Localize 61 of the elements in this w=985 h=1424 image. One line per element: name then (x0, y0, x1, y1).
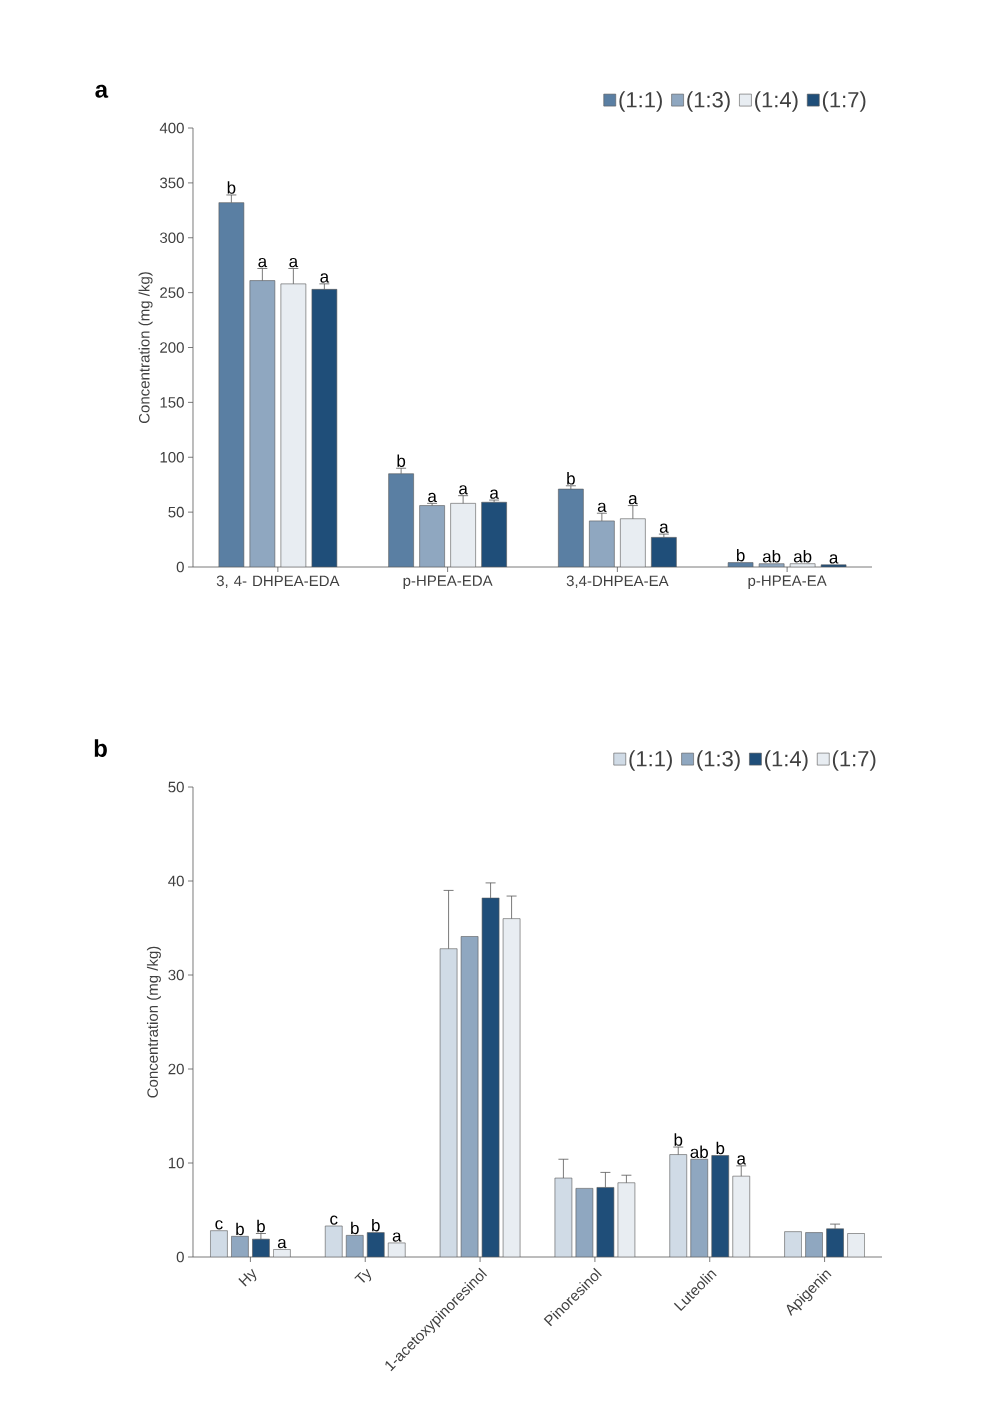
y-tick-label: 20 (168, 1063, 184, 1075)
data-label: c (215, 1220, 223, 1230)
data-label: b (351, 1221, 359, 1235)
legend-label: (1:4) (755, 91, 798, 112)
data-label: a (737, 1155, 746, 1165)
data-label: a (459, 485, 468, 495)
legend-label: (1:7) (822, 91, 866, 112)
data-label: a (628, 495, 638, 505)
x-tick-label: Hy (238, 1268, 257, 1287)
y-tick-label: 50 (168, 506, 184, 518)
data-label: a (320, 273, 330, 283)
data-label: a (829, 554, 839, 564)
chart-title: a (95, 84, 109, 98)
data-label: b (227, 181, 236, 194)
y-tick-label: 250 (160, 287, 184, 298)
y-tick-label: 0 (176, 1251, 184, 1263)
data-label: b (716, 1141, 725, 1155)
y-tick-label: 100 (160, 451, 184, 463)
legend-label: (1:1) (629, 750, 672, 771)
y-tick-label: 150 (160, 397, 184, 408)
y-tick-label: 350 (160, 177, 184, 189)
data-label: b (372, 1218, 380, 1232)
y-tick-label: 400 (159, 122, 184, 134)
data-label: b (257, 1219, 265, 1233)
data-label: a (659, 523, 669, 533)
legend-label: (1:3) (687, 91, 730, 112)
y-tick-label: 40 (168, 875, 184, 887)
x-tick-label: 3,4-DHPEA-EA (566, 575, 669, 588)
data-label: ab (793, 550, 812, 563)
y-tick-label: 30 (168, 969, 184, 981)
y-tick-label: 200 (160, 342, 184, 353)
data-label: b (236, 1222, 244, 1236)
x-tick-label: 3, 4- DHPEA-EDA (216, 575, 340, 588)
legend-label: (1:4) (765, 750, 808, 771)
y-tick-label: 0 (176, 561, 184, 573)
chart-title: b (94, 739, 107, 757)
y-axis-title: Concentration (mg /kg) (146, 946, 161, 1098)
legend-label: (1:3) (697, 750, 740, 771)
data-label: a (597, 502, 607, 513)
data-label: a (428, 492, 437, 503)
data-label: b (567, 472, 575, 485)
data-label: c (330, 1215, 338, 1225)
legend-label: (1:7) (832, 750, 876, 771)
data-label: a (289, 257, 299, 268)
x-tick-label: Ty (354, 1268, 372, 1283)
data-label: a (490, 489, 499, 499)
y-tick-label: 10 (168, 1157, 184, 1169)
x-tick-label: p-HPEA-EA (748, 575, 827, 589)
y-axis-title: Concentration (mg /kg) (138, 272, 153, 424)
legend-label: (1:1) (619, 91, 662, 112)
data-label: a (392, 1232, 402, 1242)
x-tick-label: p-HPEA-EDA (403, 575, 493, 589)
data-label: b (397, 454, 406, 468)
data-label: ab (690, 1145, 708, 1159)
data-label: b (674, 1133, 683, 1146)
y-tick-label: 300 (160, 232, 184, 244)
data-label: a (277, 1238, 287, 1249)
data-label: ab (762, 550, 781, 563)
data-label: b (736, 548, 745, 562)
data-label: a (258, 257, 268, 268)
y-tick-label: 50 (168, 781, 184, 793)
